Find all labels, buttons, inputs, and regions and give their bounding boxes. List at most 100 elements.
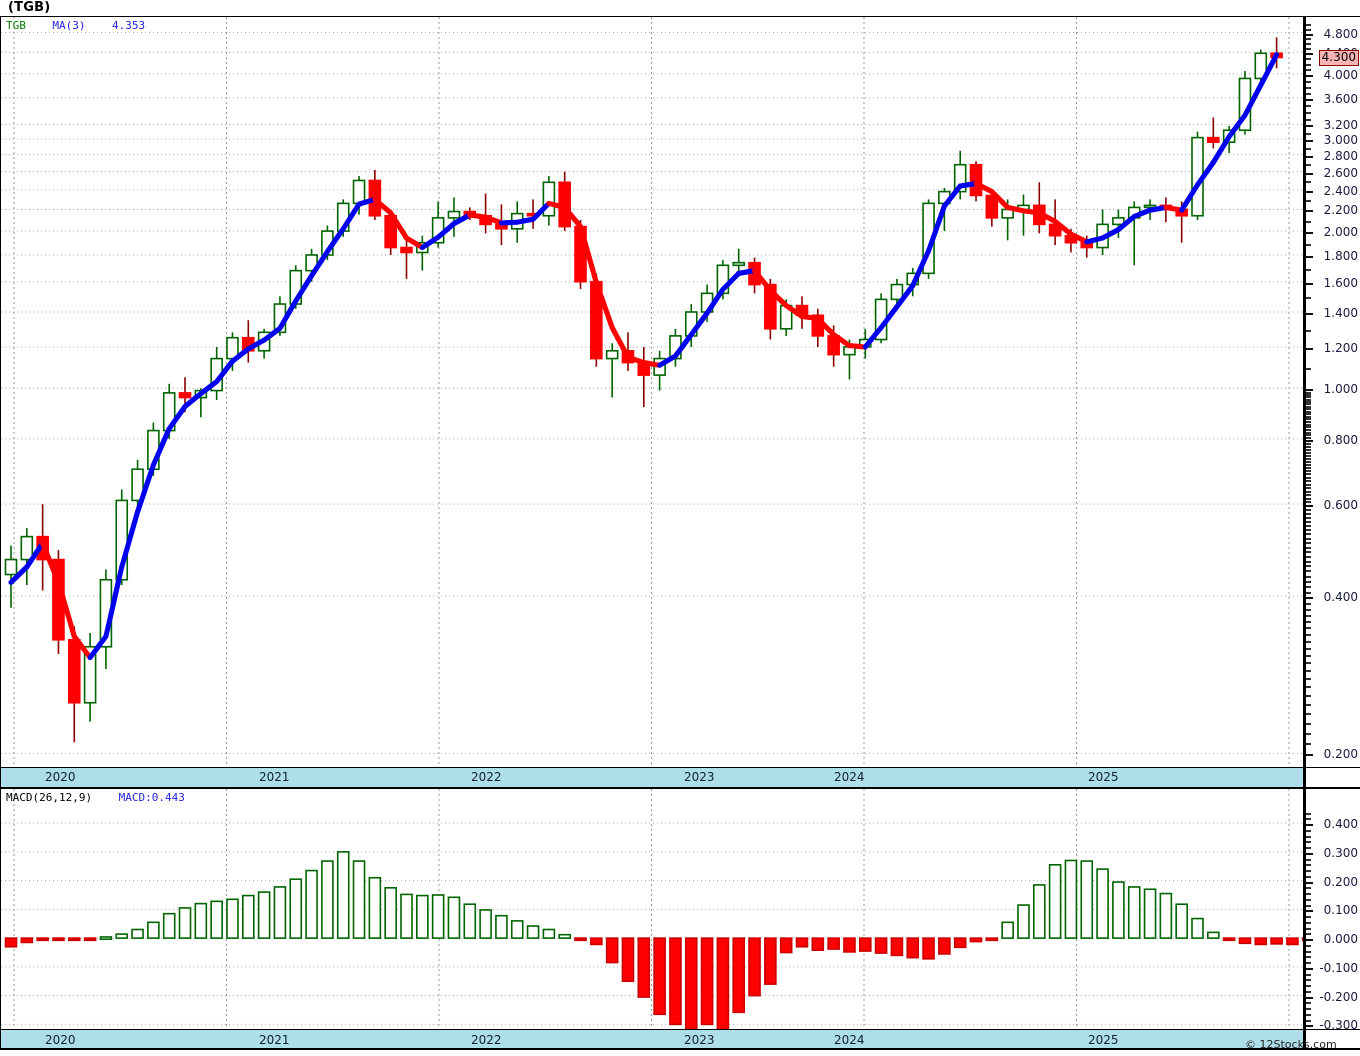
y-tick-minor	[1306, 586, 1311, 589]
macd-y-tick-major	[1306, 824, 1313, 827]
y-tick-minor	[1306, 164, 1311, 167]
price-legend: TGB MA(3) 4.353	[6, 19, 145, 32]
y-tick-minor	[1306, 473, 1311, 476]
y-axis-label: 1.800	[1323, 248, 1358, 263]
x-axis-year-label: 2025	[1088, 770, 1119, 784]
y-tick-minor	[1306, 722, 1311, 725]
y-tick-minor	[1306, 520, 1311, 523]
macd-y-tick-major	[1306, 852, 1313, 855]
y-tick-minor	[1306, 670, 1311, 673]
y-tick-major	[1306, 98, 1313, 101]
y-tick-minor	[1306, 297, 1311, 300]
y-tick-minor	[1306, 463, 1311, 466]
y-tick-major	[1306, 190, 1313, 193]
y-tick-major	[1306, 347, 1313, 350]
y-tick-major	[1306, 140, 1313, 143]
y-tick-minor	[1306, 28, 1311, 31]
y-tick-minor	[1306, 640, 1311, 643]
y-tick-minor	[1306, 434, 1311, 437]
y-tick-minor	[1306, 627, 1311, 630]
x-axis-year-label: 2024	[834, 1033, 865, 1047]
y-axis-label: 4.800	[1323, 26, 1358, 41]
macd-y-tick-minor	[1306, 864, 1311, 867]
macd-y-tick-minor	[1306, 818, 1311, 821]
y-tick-major	[1306, 255, 1313, 258]
y-tick-minor	[1306, 391, 1311, 394]
y-tick-minor	[1306, 634, 1311, 636]
macd-y-tick-minor	[1306, 985, 1311, 988]
y-tick-minor	[1306, 454, 1311, 457]
y-tick-major	[1306, 53, 1313, 56]
x-axis-bottom: 2020 2021 2022 2023 2024 2025	[0, 1029, 1304, 1050]
y-tick-minor	[1306, 457, 1311, 460]
y-tick-minor	[1306, 551, 1311, 554]
macd-y-tick-minor	[1306, 812, 1311, 815]
y-axis-label: 1.400	[1323, 305, 1358, 320]
macd-y-tick-minor	[1306, 870, 1311, 873]
price-chart-panel[interactable]: TGB MA(3) 4.353	[0, 16, 1304, 768]
macd-y-tick-minor	[1306, 887, 1311, 890]
y-tick-minor	[1306, 678, 1311, 681]
macd-y-tick-minor	[1306, 835, 1311, 838]
y-tick-minor	[1306, 560, 1311, 563]
legend-macd-value: MACD:0.443	[118, 791, 185, 804]
macd-y-tick-major	[1306, 939, 1313, 942]
y-tick-minor	[1306, 410, 1311, 413]
y-tick-minor	[1306, 501, 1311, 504]
x-axis-year-label: 2022	[471, 1033, 502, 1047]
y-axis-label: 2.800	[1323, 148, 1358, 163]
y-tick-minor	[1306, 614, 1311, 617]
footer-credit: © 12Stocks.com	[1245, 1038, 1337, 1051]
y-tick-minor	[1306, 398, 1311, 401]
page-title: (TGB)	[8, 0, 51, 15]
macd-chart-panel[interactable]: MACD(26,12,9) MACD:0.443	[0, 788, 1304, 1036]
y-tick-minor	[1306, 413, 1311, 416]
y-tick-minor	[1306, 476, 1311, 479]
y-tick-minor	[1306, 516, 1311, 519]
y-tick-minor	[1306, 132, 1311, 135]
y-axis-label: 4.000	[1323, 67, 1358, 82]
y-axis-label: 3.000	[1323, 133, 1358, 148]
y-tick-minor	[1306, 367, 1311, 370]
y-tick-minor	[1306, 466, 1311, 469]
macd-legend: MACD(26,12,9) MACD:0.443	[6, 791, 185, 804]
macd-y-axis-label: 0.300	[1323, 845, 1358, 860]
macd-y-tick-minor	[1306, 1002, 1311, 1005]
y-tick-minor	[1306, 400, 1311, 403]
y-tick-minor	[1306, 565, 1311, 568]
y-axis-label: 1.000	[1323, 382, 1358, 397]
x-axis-top-corner	[1304, 768, 1360, 788]
x-axis-year-label: 2020	[45, 1033, 76, 1047]
macd-y-tick-minor	[1306, 933, 1311, 936]
macd-y-tick-minor	[1306, 944, 1311, 947]
y-tick-minor	[1306, 497, 1311, 500]
y-tick-minor	[1306, 431, 1311, 434]
macd-y-tick-minor	[1306, 950, 1311, 953]
macd-y-tick-minor	[1306, 927, 1311, 930]
y-tick-minor	[1306, 512, 1311, 515]
y-tick-minor	[1306, 268, 1311, 271]
y-tick-minor	[1306, 591, 1311, 594]
y-tick-major	[1306, 125, 1313, 128]
macd-y-tick-minor	[1306, 973, 1311, 976]
x-axis-year-label: 2024	[834, 770, 865, 784]
y-axis-label: 3.600	[1323, 91, 1358, 106]
y-tick-minor	[1306, 703, 1311, 706]
y-tick-minor	[1306, 575, 1311, 578]
y-tick-minor	[1306, 448, 1311, 451]
y-tick-minor	[1306, 200, 1311, 203]
y-tick-minor	[1306, 105, 1311, 108]
y-tick-minor	[1306, 732, 1311, 735]
x-axis-year-label: 2023	[684, 770, 715, 784]
y-tick-major	[1306, 74, 1313, 77]
x-axis-year-label: 2021	[259, 770, 290, 784]
macd-y-tick-minor	[1306, 990, 1311, 993]
y-tick-minor	[1306, 647, 1311, 650]
y-tick-major	[1306, 389, 1313, 392]
macd-y-tick-minor	[1306, 893, 1311, 896]
y-tick-major	[1306, 282, 1313, 285]
y-axis-label: 2.000	[1323, 225, 1358, 240]
y-tick-major	[1306, 33, 1313, 36]
y-tick-minor	[1306, 694, 1311, 697]
